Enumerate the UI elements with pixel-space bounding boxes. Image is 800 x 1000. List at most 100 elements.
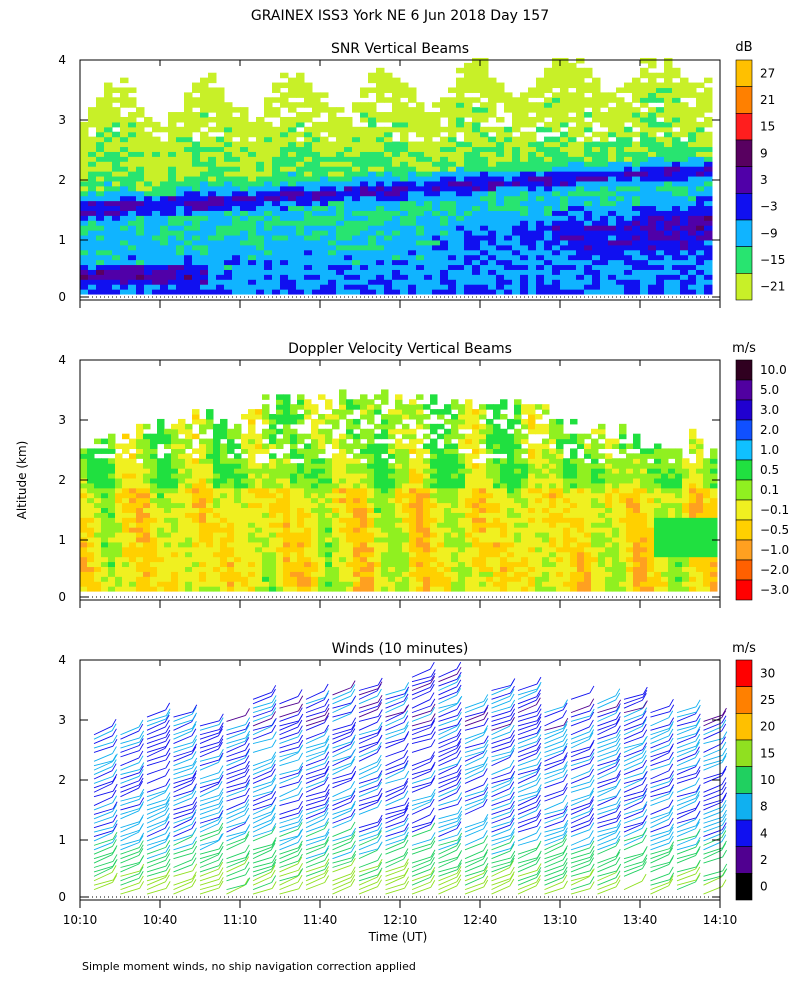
doppler-cell: [94, 502, 102, 509]
snr-cell: [112, 136, 121, 143]
doppler-cell: [199, 581, 207, 587]
snr-cell: [576, 225, 585, 231]
doppler-cell: [192, 448, 200, 454]
doppler-cell: [360, 428, 368, 435]
doppler-cell: [304, 512, 312, 518]
doppler-cell: [318, 418, 326, 425]
snr-cell: [488, 249, 497, 256]
doppler-cell: [220, 561, 228, 568]
snr-cell: [368, 225, 377, 231]
snr-cell: [80, 195, 89, 202]
snr-cell: [664, 121, 673, 128]
snr-cell: [616, 225, 625, 231]
doppler-cell: [402, 536, 410, 543]
snr-cell: [104, 121, 113, 128]
snr-cell: [584, 156, 593, 162]
doppler-cell: [150, 551, 158, 558]
snr-cell: [648, 180, 657, 187]
snr-cell: [184, 195, 193, 202]
doppler-cell: [87, 546, 95, 553]
snr-cell: [440, 141, 449, 148]
doppler-cell: [353, 463, 361, 469]
snr-cell: [448, 97, 457, 103]
snr-cell: [488, 151, 497, 157]
doppler-cell: [143, 482, 151, 489]
snr-colorbar-swatch: [735, 246, 753, 274]
snr-cell: [656, 264, 665, 270]
doppler-cell: [262, 418, 270, 425]
snr-cell: [616, 264, 625, 270]
snr-cell: [336, 259, 345, 266]
snr-cell: [104, 166, 113, 172]
snr-cell: [416, 230, 425, 236]
doppler-cell: [108, 556, 116, 563]
snr-cell: [320, 121, 329, 128]
doppler-cell: [262, 448, 270, 454]
doppler-cell: [297, 394, 305, 400]
doppler-cell: [87, 517, 95, 523]
snr-cell: [448, 264, 457, 270]
doppler-cell: [227, 443, 235, 450]
snr-cell: [200, 289, 209, 295]
doppler-cell: [423, 414, 431, 420]
snr-cell: [536, 259, 545, 266]
snr-cell: [304, 185, 313, 192]
doppler-cell: [353, 566, 361, 572]
snr-cell: [688, 289, 697, 295]
snr-cell: [704, 87, 713, 93]
snr-cell: [680, 244, 689, 251]
snr-cell: [176, 200, 185, 207]
snr-cell: [608, 234, 617, 241]
doppler-cell: [283, 576, 291, 582]
snr-cell: [336, 107, 345, 113]
doppler-cell: [353, 404, 361, 410]
snr-cell: [128, 264, 137, 270]
doppler-cell: [213, 423, 221, 430]
snr-cell: [456, 279, 465, 285]
snr-cell: [472, 87, 481, 93]
snr-cell: [216, 136, 225, 143]
snr-cell: [416, 274, 425, 280]
snr-cell: [248, 131, 257, 138]
snr-cell: [600, 141, 609, 148]
snr-cell: [136, 264, 145, 270]
doppler-cell: [269, 487, 277, 494]
doppler-cell: [255, 532, 263, 538]
snr-cell: [360, 195, 369, 202]
snr-cell: [632, 274, 641, 280]
doppler-cell: [325, 404, 333, 410]
snr-cell: [344, 195, 353, 202]
doppler-cell: [430, 546, 438, 553]
doppler-cell: [262, 532, 270, 538]
snr-cell: [496, 126, 505, 133]
snr-cell: [448, 136, 457, 143]
doppler-cell: [122, 497, 130, 504]
doppler-cell: [297, 399, 305, 405]
snr-cell: [96, 195, 105, 202]
snr-cell: [264, 244, 273, 251]
doppler-cell: [122, 477, 130, 484]
snr-cell: [152, 166, 161, 172]
doppler-cell: [339, 487, 347, 494]
snr-cell: [440, 215, 449, 221]
snr-cell: [384, 116, 393, 123]
snr-cell: [80, 234, 89, 241]
doppler-cell: [234, 566, 242, 572]
doppler-cell: [304, 502, 312, 509]
doppler-cell: [262, 404, 270, 410]
doppler-cell: [374, 409, 382, 415]
doppler-cell: [416, 423, 424, 430]
doppler-cell: [213, 463, 221, 469]
snr-cell: [488, 171, 497, 177]
snr-cell: [424, 259, 433, 266]
doppler-cell: [395, 556, 403, 563]
snr-cell: [432, 112, 441, 118]
doppler-cell: [304, 477, 312, 484]
snr-cell: [672, 190, 681, 197]
doppler-cell: [416, 438, 424, 445]
doppler-cell: [353, 551, 361, 558]
snr-cell: [120, 200, 129, 207]
doppler-cell: [374, 571, 382, 577]
snr-cell: [256, 259, 265, 266]
snr-cell: [608, 264, 617, 270]
